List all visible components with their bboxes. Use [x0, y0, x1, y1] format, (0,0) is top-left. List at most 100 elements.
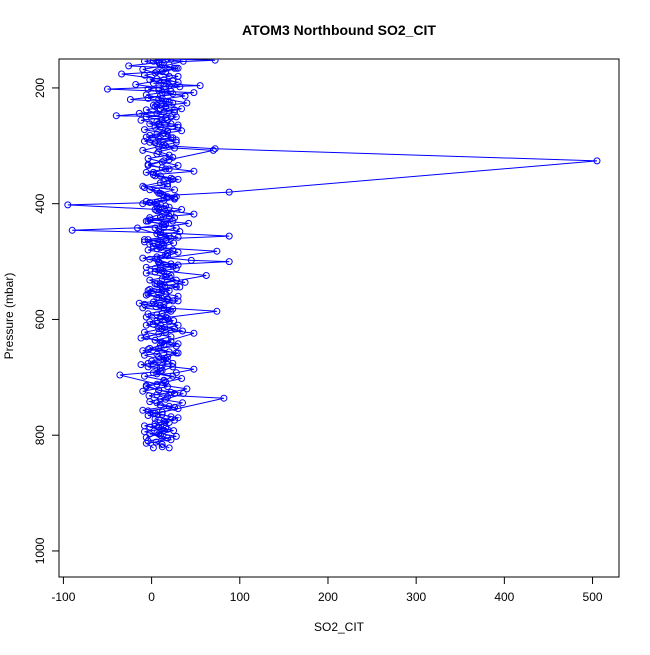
data-point	[153, 68, 161, 76]
data-point	[164, 357, 171, 365]
data-point	[160, 356, 168, 364]
data-point	[165, 444, 173, 452]
x-axis-label: SO2_CIT	[314, 620, 365, 634]
data-point	[174, 297, 182, 305]
data-point	[593, 157, 601, 165]
data-point	[172, 138, 180, 146]
data-point	[183, 99, 191, 107]
data-point	[153, 109, 161, 117]
data-point	[144, 437, 152, 445]
data-point	[116, 371, 124, 379]
data-point	[141, 126, 148, 134]
data-point	[153, 317, 161, 325]
data-point	[174, 292, 182, 300]
data-point	[146, 423, 154, 431]
data-point	[151, 336, 159, 344]
data-point	[156, 321, 164, 329]
data-point	[172, 369, 180, 377]
data-point	[139, 146, 147, 154]
data-point	[137, 361, 145, 369]
data-point	[167, 134, 175, 142]
data-point	[162, 251, 170, 259]
data-point	[68, 226, 76, 234]
data-point	[162, 378, 170, 386]
data-point	[164, 252, 171, 260]
data-point	[165, 232, 173, 240]
x-tick-label: 0	[148, 590, 155, 604]
data-point	[141, 59, 148, 65]
data-point	[142, 106, 150, 114]
data-point	[132, 81, 140, 88]
data-point	[162, 98, 170, 106]
data-point	[153, 391, 161, 399]
data-point	[156, 401, 164, 409]
data-point	[142, 291, 150, 299]
data-point	[137, 116, 145, 124]
data-point	[155, 344, 163, 352]
x-tick-label: -100	[51, 590, 75, 604]
x-tick-label: 400	[494, 590, 514, 604]
data-point	[156, 179, 164, 187]
data-point	[165, 318, 173, 326]
data-point	[211, 145, 219, 153]
data-point	[139, 254, 147, 262]
x-tick-label: 200	[318, 590, 338, 604]
data-point	[167, 333, 175, 341]
data-point	[142, 333, 150, 341]
x-tick-label: 500	[583, 590, 603, 604]
data-point	[156, 364, 164, 372]
y-tick-label: 1000	[33, 537, 47, 564]
data-point	[64, 201, 72, 209]
data-point	[151, 265, 159, 272]
data-point	[172, 224, 180, 232]
data-point	[135, 299, 143, 307]
data-point	[172, 283, 180, 291]
data-point	[160, 157, 168, 165]
data-point	[213, 247, 221, 255]
data-point	[149, 298, 157, 306]
data-point	[151, 415, 159, 423]
data-point	[155, 353, 163, 360]
data-point	[153, 280, 161, 288]
data-point	[174, 162, 182, 169]
data-point	[141, 328, 148, 336]
data-point	[142, 313, 150, 321]
data-point	[158, 325, 166, 333]
data-point	[172, 193, 180, 201]
data-point	[162, 202, 170, 210]
data-point	[142, 381, 150, 389]
data-point	[225, 188, 233, 196]
data-point	[149, 243, 157, 250]
y-axis: 200 400 600 800 1000	[33, 78, 60, 564]
data-point	[146, 120, 154, 128]
data-point	[158, 443, 166, 451]
y-tick-label: 200	[33, 78, 47, 98]
data-point	[156, 105, 164, 113]
data-point	[164, 393, 171, 401]
data-point	[170, 317, 178, 325]
data-point	[141, 236, 148, 244]
data-point	[171, 186, 178, 194]
data-point	[178, 127, 186, 135]
data-point	[196, 82, 204, 90]
data-point	[164, 59, 171, 63]
data-point	[167, 209, 175, 217]
data-point	[158, 61, 166, 69]
data-point	[155, 386, 163, 394]
data-point	[164, 182, 171, 190]
data-point	[139, 347, 147, 355]
data-point	[144, 85, 152, 93]
data-point	[165, 151, 173, 159]
data-point	[149, 168, 157, 176]
data-point	[213, 307, 221, 315]
data-point	[151, 123, 159, 131]
x-tick-label: 100	[230, 590, 250, 604]
data-point	[165, 273, 173, 281]
data-point	[176, 83, 184, 91]
y-tick-label: 400	[33, 193, 47, 213]
data-point	[158, 239, 166, 247]
data-point	[165, 287, 173, 294]
data-point	[160, 79, 168, 87]
data-point	[104, 85, 111, 93]
data-point	[167, 120, 175, 128]
